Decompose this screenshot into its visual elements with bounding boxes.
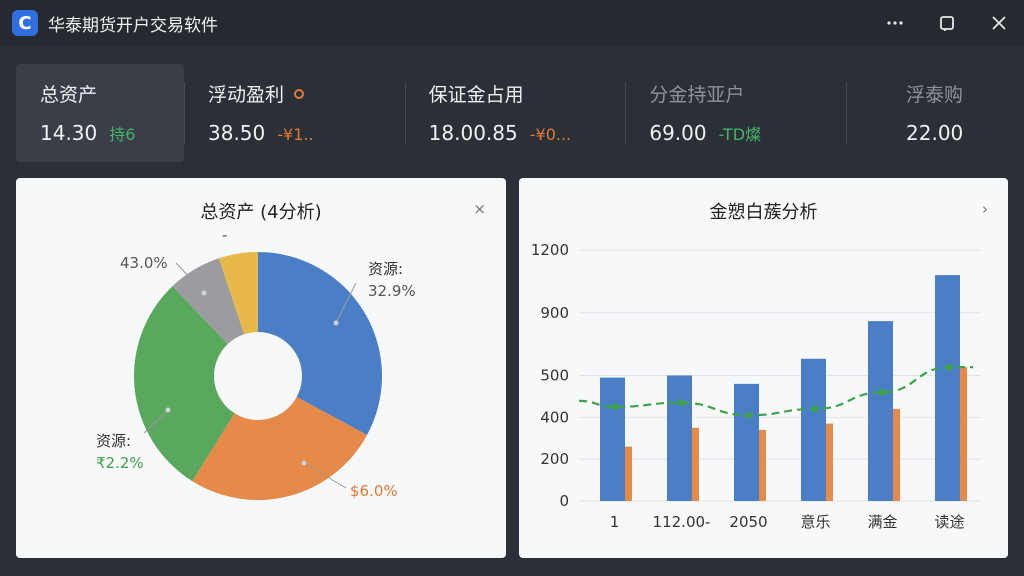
indicator-dot-icon xyxy=(294,88,305,99)
line-point[interactable] xyxy=(879,388,886,396)
y-tick-label: 0 xyxy=(559,492,569,510)
line-point[interactable] xyxy=(678,399,685,407)
pie-slice-label: 资源: xyxy=(368,260,403,278)
y-tick-label: 1200 xyxy=(531,241,569,259)
line-point[interactable] xyxy=(611,403,618,411)
stat-change: -TD燦 xyxy=(718,125,762,144)
bar-series-1[interactable] xyxy=(935,275,960,501)
x-tick-label: 满金 xyxy=(867,513,897,531)
line-series xyxy=(578,366,973,417)
window-controls xyxy=(884,0,1010,46)
pie-leader-line xyxy=(335,282,357,324)
bar-series-1[interactable] xyxy=(868,321,893,501)
y-tick-label: 500 xyxy=(540,367,569,385)
x-tick-label: 1 xyxy=(610,513,620,531)
pie-slice[interactable] xyxy=(134,286,235,482)
chevron-right-icon[interactable]: › xyxy=(982,200,988,218)
close-icon[interactable] xyxy=(988,15,1010,31)
pie-slice[interactable] xyxy=(172,258,245,345)
stat-change: -¥0... xyxy=(529,125,572,144)
stat-label: 浮泰购 xyxy=(906,84,964,106)
stats-bar: 总资产 14.30 持6 浮动盈利 38.50 -¥1.. 保证金占用 18.0… xyxy=(16,64,1006,162)
more-icon[interactable] xyxy=(884,20,906,26)
bar-series-2[interactable] xyxy=(960,367,967,501)
pie-leader-line xyxy=(143,409,169,434)
bar-series-2[interactable] xyxy=(692,427,699,501)
pie-slice-pct: 32.9% xyxy=(368,282,416,300)
pie-leader-line xyxy=(175,262,205,294)
pie-slice-pct: ₹2.2% xyxy=(96,454,144,472)
pie-leader-dot xyxy=(165,407,171,413)
bar-series-1[interactable] xyxy=(600,377,625,501)
stat-label: 保证金占用 xyxy=(428,84,524,106)
restore-icon[interactable] xyxy=(936,15,958,31)
stat-positions[interactable]: 分金持亚户 69.00 -TD燦 xyxy=(625,64,846,162)
pie-leader-line xyxy=(303,462,347,489)
y-tick-label: 400 xyxy=(540,408,569,426)
pie-chart-card: 总资产 (4分析) × 资源: 32.9% $6.0% 资源: ₹2.2% 43.0% - xyxy=(16,178,506,558)
pie-chart-title: 总资产 (4分析) xyxy=(200,202,322,223)
x-tick-label: 2050 xyxy=(729,513,767,531)
stat-label-row: 浮动盈利 xyxy=(208,80,405,107)
stat-value: 22.00 xyxy=(906,121,964,145)
bar-series-1[interactable] xyxy=(801,358,826,501)
stat-floating-profit[interactable]: 浮动盈利 38.50 -¥1.. xyxy=(184,64,405,162)
pie-slice-pct: $6.0% xyxy=(350,482,398,500)
bar-series-2[interactable] xyxy=(893,408,900,501)
pie-slice-label: 资源: xyxy=(96,432,131,450)
x-tick-label: 意乐 xyxy=(800,513,830,531)
stat-value-row: 14.30 持6 xyxy=(40,121,184,145)
pie-slice-pct: - xyxy=(222,226,227,244)
pie-leader-dot xyxy=(301,460,307,466)
app-title: 华泰期货开户交易软件 xyxy=(48,15,218,36)
bar-series-1[interactable] xyxy=(734,383,759,501)
stat-value: 38.50 xyxy=(208,121,266,145)
x-tick-label: 读途 xyxy=(934,513,964,531)
title-bar: C 华泰期货开户交易软件 xyxy=(0,0,1024,46)
stat-value-row: 18.00.85 -¥0... xyxy=(429,121,626,145)
bar-series-2[interactable] xyxy=(625,446,632,501)
pie-chart: 资源: 32.9% $6.0% 资源: ₹2.2% 43.0% - xyxy=(96,226,416,500)
bar-series-2[interactable] xyxy=(826,423,833,501)
stat-label: 总资产 xyxy=(40,84,98,106)
y-tick-label: 900 xyxy=(540,304,569,322)
stat-value: 69.00 xyxy=(649,121,707,145)
stat-margin-used[interactable]: 保证金占用 18.00.85 -¥0... xyxy=(404,64,626,162)
bar-chart-card: 金愬白蔟分析 › 0 200 400 500 900 1200 1 112.00- 2050 意乐… xyxy=(519,178,1008,558)
stat-value-row: 22.00 xyxy=(906,121,1006,145)
stat-value: 18.00.85 xyxy=(428,121,518,145)
stat-total-assets[interactable]: 总资产 14.30 持6 xyxy=(16,64,184,162)
stat-value: 14.30 xyxy=(40,121,98,145)
pie-leader-dot xyxy=(201,290,207,296)
stat-label: 浮动盈利 xyxy=(208,84,285,106)
pie-slice[interactable] xyxy=(218,252,258,335)
stat-change: 持6 xyxy=(109,125,136,144)
pie-slice-pct: 43.0% xyxy=(120,254,168,272)
y-tick-label: 200 xyxy=(540,450,569,468)
line-point[interactable] xyxy=(745,411,752,419)
stat-label: 分金持亚户 xyxy=(649,84,745,106)
stat-change: -¥1.. xyxy=(277,125,314,144)
bar-chart-title: 金愬白蔟分析 xyxy=(709,202,818,223)
bar-series-2[interactable] xyxy=(759,429,766,501)
line-point[interactable] xyxy=(812,405,819,413)
pie-leader-dot xyxy=(333,320,339,326)
x-tick-label: 112.00- xyxy=(653,513,711,531)
stat-value-row: 38.50 -¥1.. xyxy=(208,121,405,145)
stat-net-purchase[interactable]: 浮泰购 22.00 xyxy=(846,64,1006,162)
bar-series-1[interactable] xyxy=(667,375,692,502)
bar-chart: 0 200 400 500 900 1200 1 112.00- 2050 意乐 满金 读途 xyxy=(531,241,981,531)
close-card-icon[interactable]: × xyxy=(473,200,486,218)
stat-value-row: 69.00 -TD燦 xyxy=(649,121,846,145)
pie-slice[interactable] xyxy=(258,252,383,436)
app-logo-icon: C xyxy=(12,10,38,36)
line-point[interactable] xyxy=(946,363,953,371)
